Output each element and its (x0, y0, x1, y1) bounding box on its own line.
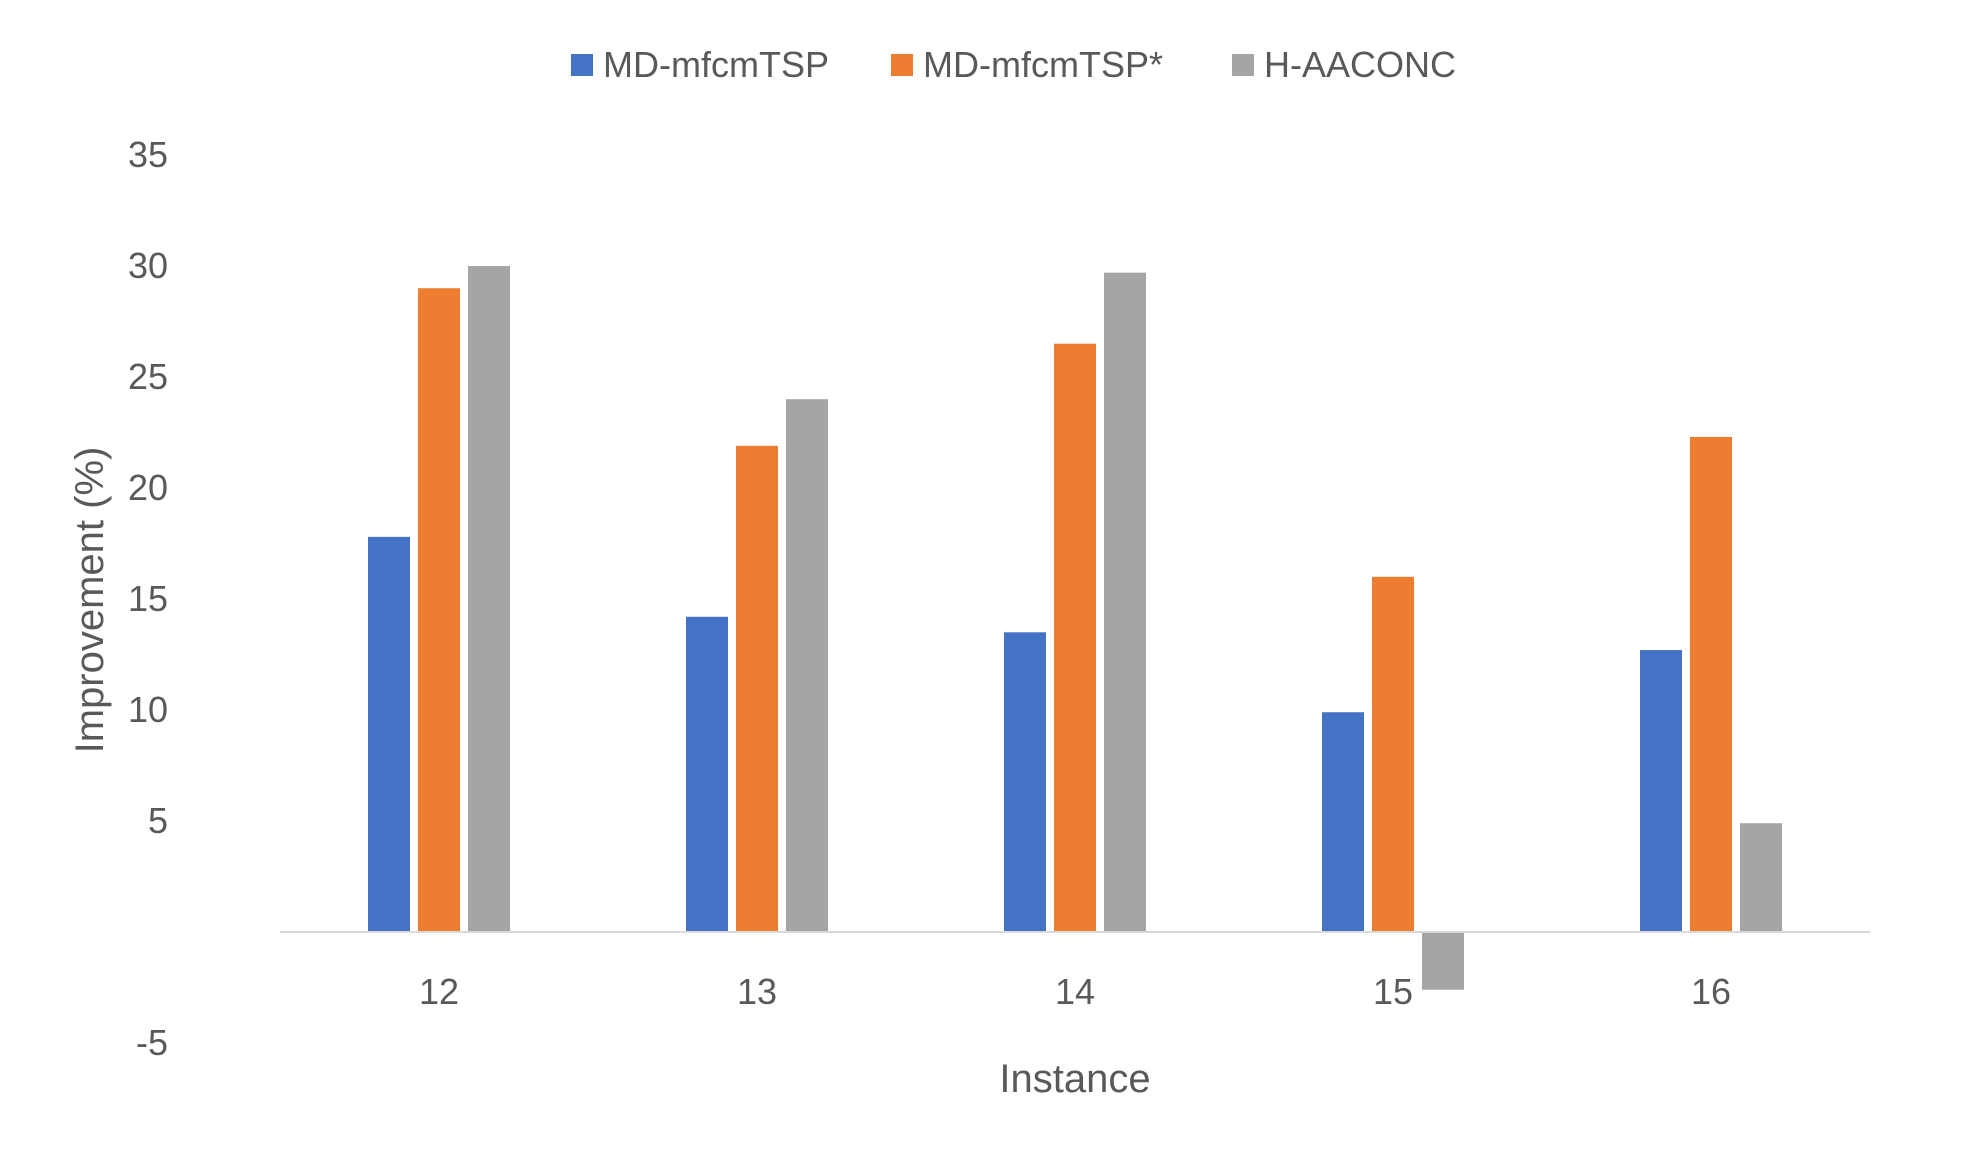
y-tick-label: 30 (128, 245, 168, 286)
y-axis-ticks: -5 5 10 15 20 25 30 35 (128, 134, 168, 1063)
legend-swatch (1232, 54, 1254, 76)
bar-md-mfcmtsp--15 (1372, 576, 1414, 932)
x-axis-categories: 12 13 14 15 16 (419, 971, 1731, 1012)
x-category-label: 16 (1691, 971, 1731, 1012)
legend: MD-mfcmTSP MD-mfcmTSP* H-AACONC (571, 44, 1456, 85)
x-category-label: 14 (1055, 971, 1095, 1012)
y-tick-label: 25 (128, 356, 168, 397)
bar-h-aaconc-15 (1422, 932, 1464, 990)
bar-h-aaconc-12 (468, 266, 510, 932)
x-axis-title: Instance (999, 1057, 1150, 1101)
y-tick-label: 20 (128, 467, 168, 508)
y-tick-label: -5 (136, 1022, 168, 1063)
legend-label: H-AACONC (1264, 44, 1456, 85)
bar-h-aaconc-14 (1104, 272, 1146, 932)
legend-swatch (891, 54, 913, 76)
bar-md-mfcmtsp-16 (1640, 650, 1682, 932)
y-tick-label: 35 (128, 134, 168, 175)
bar-h-aaconc-13 (786, 399, 828, 932)
x-category-label: 13 (737, 971, 777, 1012)
bar-md-mfcmtsp--13 (736, 445, 778, 932)
y-tick-label: 10 (128, 689, 168, 730)
y-axis-title: Improvement (%) (68, 447, 112, 754)
bar-md-mfcmtsp--16 (1690, 436, 1732, 932)
bar-md-mfcmtsp-13 (686, 616, 728, 932)
bar-md-mfcmtsp--14 (1054, 343, 1096, 932)
legend-label: MD-mfcmTSP (603, 44, 829, 85)
legend-swatch (571, 54, 593, 76)
bar-md-mfcmtsp-12 (368, 536, 410, 932)
bars (368, 266, 1782, 990)
x-category-label: 12 (419, 971, 459, 1012)
y-tick-label: 15 (128, 578, 168, 619)
y-tick-label: 5 (148, 800, 168, 841)
bar-md-mfcmtsp--12 (418, 288, 460, 932)
bar-md-mfcmtsp-14 (1004, 632, 1046, 932)
bar-h-aaconc-16 (1740, 823, 1782, 932)
bar-md-mfcmtsp-15 (1322, 712, 1364, 932)
x-category-label: 15 (1373, 971, 1413, 1012)
legend-label: MD-mfcmTSP* (923, 44, 1163, 85)
